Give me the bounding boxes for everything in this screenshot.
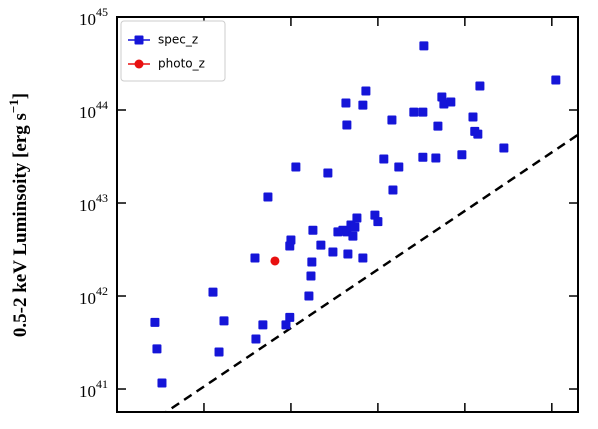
data-point xyxy=(499,143,509,153)
data-point xyxy=(316,240,326,250)
data-point xyxy=(152,344,162,354)
data-point xyxy=(214,347,224,357)
data-point xyxy=(219,316,229,326)
data-point xyxy=(308,225,318,235)
data-point xyxy=(251,334,261,344)
y-label-end: ] xyxy=(10,93,31,99)
data-point xyxy=(348,231,358,241)
data-point xyxy=(341,98,351,108)
plot-area xyxy=(150,41,578,412)
data-point xyxy=(394,162,404,172)
data-point xyxy=(258,320,268,330)
data-point xyxy=(291,162,301,172)
y-label-exponent: −1 xyxy=(6,99,21,113)
legend-marker xyxy=(134,35,144,45)
data-point xyxy=(150,317,160,327)
data-point xyxy=(250,253,260,263)
y-tick-label: 1043 xyxy=(79,191,108,215)
data-point xyxy=(358,253,368,263)
data-point xyxy=(431,153,441,163)
axes-frame xyxy=(116,16,579,413)
data-point xyxy=(419,41,429,51)
data-point xyxy=(342,120,352,130)
data-point xyxy=(468,112,478,122)
legend-box xyxy=(120,20,226,82)
y-tick-exponent: 45 xyxy=(96,5,108,19)
y-tick-label: 1042 xyxy=(79,284,108,308)
data-point xyxy=(270,256,280,266)
data-point xyxy=(418,107,428,117)
legend-marker xyxy=(134,59,144,69)
data-point xyxy=(387,115,397,125)
y-tick-exponent: 41 xyxy=(96,377,108,391)
data-point xyxy=(437,92,447,102)
data-point xyxy=(551,75,561,85)
data-point xyxy=(304,291,314,301)
data-point xyxy=(306,271,316,281)
legend-label: photo_z xyxy=(158,57,205,71)
data-point xyxy=(307,257,317,267)
data-point xyxy=(379,154,389,164)
data-point xyxy=(418,152,428,162)
data-point xyxy=(323,168,333,178)
data-point xyxy=(263,192,273,202)
legend-label: spec_z xyxy=(158,33,198,47)
data-point xyxy=(352,213,362,223)
y-tick-base: 10 xyxy=(79,10,96,29)
y-axis-label: 0.5-2 keV Luminsoity [erg s−1] xyxy=(6,93,31,337)
y-tick-exponent: 42 xyxy=(96,284,108,298)
data-point xyxy=(409,107,419,117)
data-point xyxy=(286,235,296,245)
data-point xyxy=(157,378,167,388)
y-label-text: 0.5-2 keV Luminsoity [erg s xyxy=(10,113,31,337)
data-point xyxy=(350,222,360,232)
data-point xyxy=(328,247,338,257)
data-point xyxy=(208,287,218,297)
data-point xyxy=(388,185,398,195)
y-tick-base: 10 xyxy=(79,382,96,401)
legend: spec_z photo_z xyxy=(120,20,226,82)
data-point xyxy=(358,100,368,110)
data-point xyxy=(361,86,371,96)
data-point xyxy=(285,312,295,322)
data-point xyxy=(439,99,449,109)
y-tick-label: 1045 xyxy=(79,5,108,29)
y-tick-label: 1044 xyxy=(79,98,108,122)
data-point xyxy=(433,121,443,131)
data-point xyxy=(343,249,353,259)
data-point xyxy=(457,150,467,160)
y-tick-base: 10 xyxy=(79,103,96,122)
y-tick-base: 10 xyxy=(79,289,96,308)
data-point xyxy=(473,129,483,139)
data-point xyxy=(446,97,456,107)
data-point xyxy=(475,81,485,91)
data-point xyxy=(373,217,383,227)
y-tick-label: 1041 xyxy=(79,377,108,401)
reference-line xyxy=(163,133,578,412)
y-tick-base: 10 xyxy=(79,196,96,215)
y-tick-exponent: 44 xyxy=(96,98,108,112)
data-point xyxy=(281,320,291,330)
y-tick-exponent: 43 xyxy=(96,191,108,205)
